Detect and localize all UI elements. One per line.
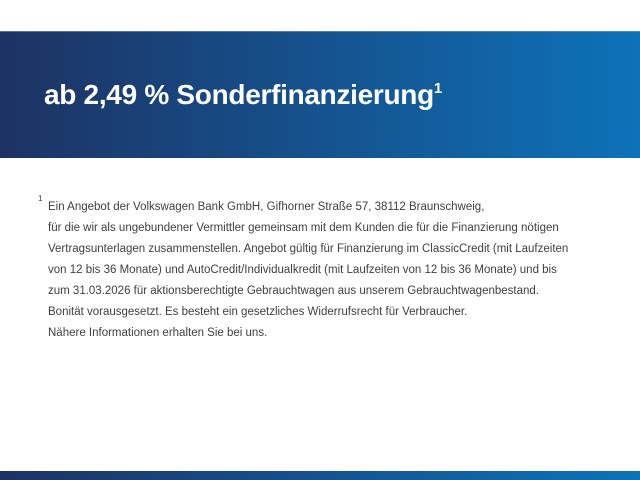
footnote-block: 1 Ein Angebot der Volkswagen Bank GmbH, … — [38, 195, 608, 344]
footnote-line: Ein Angebot der Volkswagen Bank GmbH, Gi… — [48, 201, 485, 213]
footnote-line: für die wir als ungebundener Vermittler … — [48, 222, 559, 234]
banner-title: ab 2,49 % Sonderfinanzierung1 — [0, 81, 442, 109]
promo-banner: ab 2,49 % Sonderfinanzierung1 — [0, 31, 640, 158]
banner-title-text: ab 2,49 % Sonderfinanzierung — [44, 79, 434, 110]
footer-gradient-bar — [0, 471, 640, 480]
footnote-line: Bonität vorausgesetzt. Es besteht ein ge… — [48, 306, 468, 318]
footnote-line: von 12 bis 36 Monate) und AutoCredit/Ind… — [48, 264, 557, 276]
banner-title-superscript: 1 — [433, 80, 442, 97]
footnote-line: zum 31.03.2026 für aktionsberechtigte Ge… — [48, 285, 539, 297]
footnote-line: Nähere Informationen erhalten Sie bei un… — [48, 327, 268, 339]
footnote-marker: 1 — [38, 194, 43, 203]
footnote-line: Vertragsunterlagen zusammenstellen. Ange… — [48, 243, 569, 255]
